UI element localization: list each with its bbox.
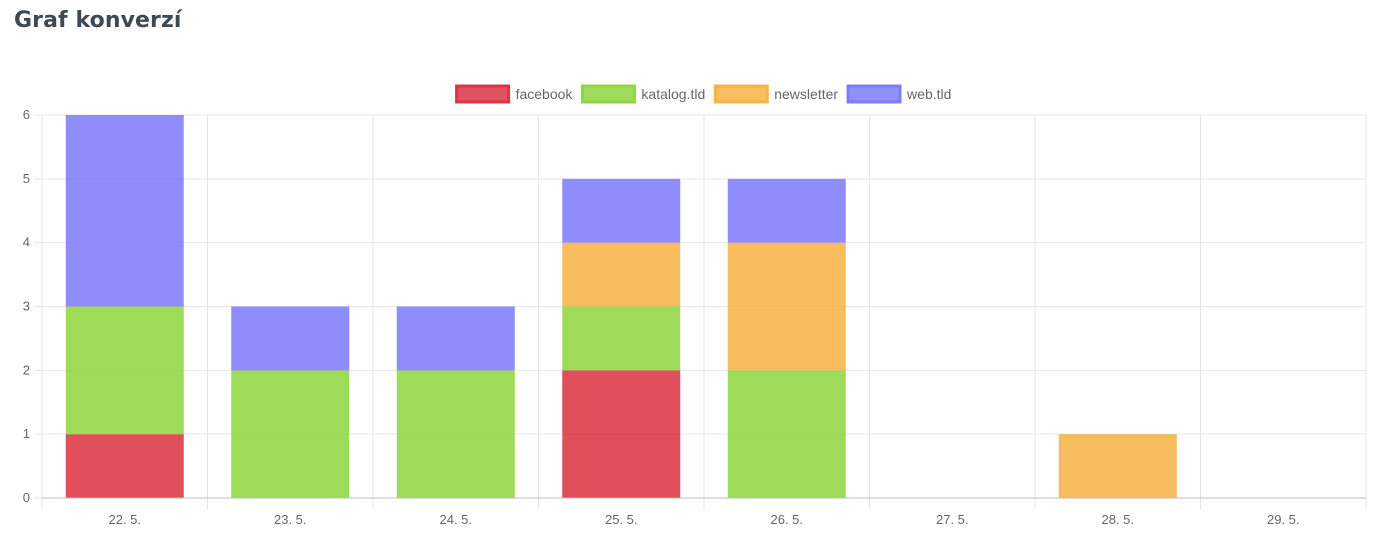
legend-swatch-katalog-tld — [580, 84, 636, 104]
y-tick-label: 0 — [23, 490, 30, 505]
legend-label: katalog.tld — [641, 86, 705, 102]
legend-swatch-web-tld — [846, 84, 902, 104]
bar-segment-katalog-tld — [396, 370, 515, 498]
page-title: Graf konverzí — [14, 8, 182, 33]
legend-swatch-newsletter — [713, 84, 769, 104]
bar-segment-web-tld — [231, 306, 350, 371]
x-tick-label: 25. 5. — [605, 512, 638, 527]
y-tick-label: 4 — [23, 235, 30, 250]
legend-swatch-facebook — [455, 84, 511, 104]
y-tick-label: 1 — [23, 426, 30, 441]
chart-legend: facebook katalog.tld newsletter web.tld — [455, 84, 951, 104]
chart-axes: 0 1 2 3 4 5 6 22. 5. 23. 5. 24. 5. 25. 5. 26. 5. 27.… — [23, 107, 1366, 527]
bar-segment-web-tld — [727, 178, 846, 243]
x-tick-label: 27. 5. — [936, 512, 969, 527]
x-tick-label: 23. 5. — [274, 512, 307, 527]
bar-segment-katalog-tld — [65, 306, 184, 435]
x-tick-label: 22. 5. — [108, 512, 141, 527]
bar-segment-newsletter — [727, 242, 846, 371]
bar-segment-katalog-tld — [562, 306, 681, 371]
x-tick-label: 29. 5. — [1267, 512, 1300, 527]
x-tick-label: 28. 5. — [1101, 512, 1134, 527]
bar-segment-newsletter — [562, 242, 681, 307]
y-tick-label: 5 — [23, 171, 30, 186]
legend-label: newsletter — [774, 86, 838, 102]
bar-segment-katalog-tld — [231, 370, 350, 498]
legend-label: facebook — [516, 86, 574, 102]
y-tick-label: 2 — [23, 362, 30, 377]
bar-segment-web-tld — [396, 306, 515, 371]
bar-segment-facebook — [65, 434, 184, 498]
chart-bars — [65, 115, 1177, 498]
y-tick-label: 3 — [23, 299, 30, 314]
y-tick-label: 6 — [23, 107, 30, 122]
x-tick-label: 26. 5. — [770, 512, 803, 527]
bar-segment-web-tld — [65, 115, 184, 307]
legend-label: web.tld — [906, 86, 951, 102]
bar-segment-katalog-tld — [727, 370, 846, 498]
bar-segment-facebook — [562, 370, 681, 498]
x-tick-label: 24. 5. — [439, 512, 472, 527]
bar-segment-newsletter — [1058, 434, 1177, 498]
bar-segment-web-tld — [562, 178, 681, 243]
